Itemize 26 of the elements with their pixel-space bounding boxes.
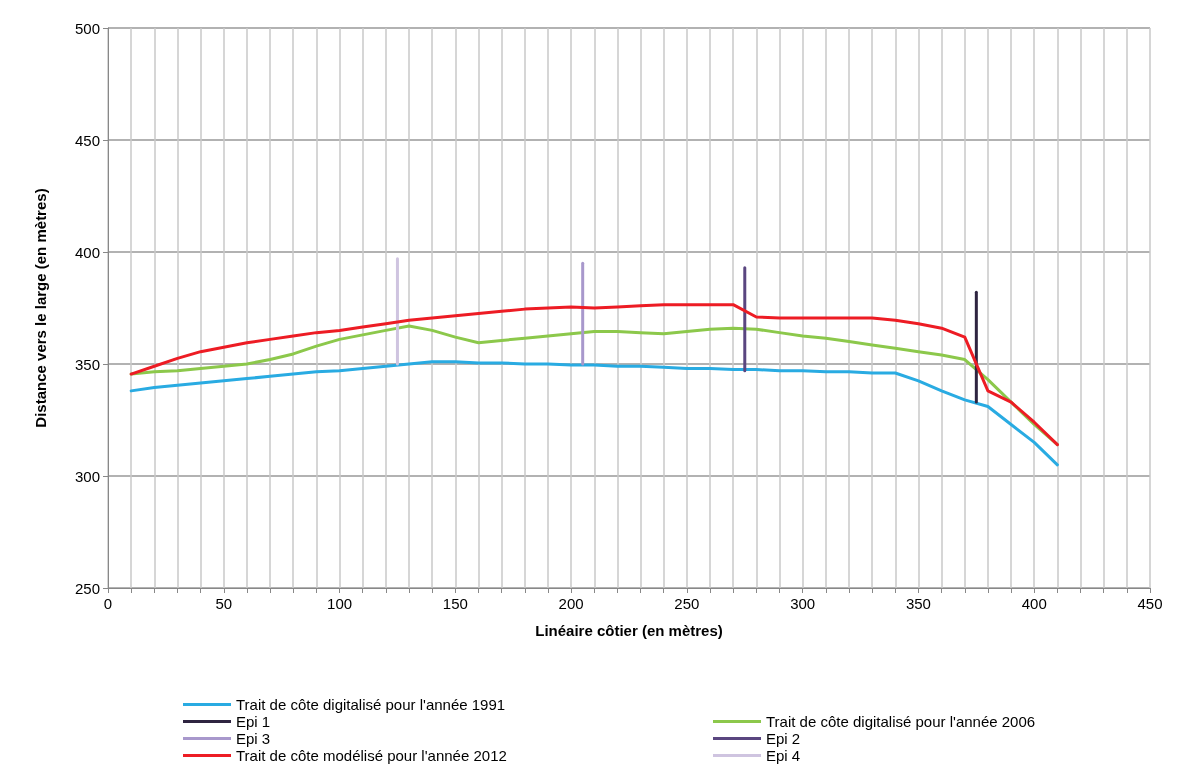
x-tick-label: 200	[558, 595, 584, 612]
y-axis-title: Distance vers le large (en mètres)	[32, 188, 49, 428]
line-series	[129, 360, 1059, 467]
x-tick-label: 50	[215, 595, 233, 612]
y-tick-label: 400	[74, 243, 100, 261]
x-tick-label: 350	[905, 595, 931, 612]
y-tick-label: 250	[74, 579, 100, 597]
y-tick-label: 350	[74, 355, 100, 373]
x-tick-label: 150	[442, 595, 468, 612]
x-tick-label: 250	[674, 595, 700, 612]
y-tick-label: 300	[74, 467, 100, 485]
x-tick-label: 300	[790, 595, 816, 612]
legend-label: Trait de côte digitalisé pour l'année 1991	[236, 696, 506, 713]
legend-label: Epi 3	[236, 730, 271, 747]
x-tick-label: 100	[327, 595, 353, 612]
x-axis-title: Linéaire côtier (en mètres)	[535, 622, 723, 639]
legend-label: Trait de côte modélisé pour l'année 2012	[236, 747, 507, 764]
y-tick-label: 500	[74, 19, 100, 37]
y-tick-label: 450	[74, 131, 100, 149]
legend-label: Trait de côte digitalisé pour l'année 2006	[766, 713, 1036, 730]
x-tick-label: 450	[1137, 595, 1163, 612]
x-tick-label: 400	[1021, 595, 1047, 612]
x-tick-label: 0	[103, 595, 113, 612]
legend-label: Epi 1	[236, 713, 271, 730]
legend-label: Epi 4	[766, 747, 801, 764]
legend-label: Epi 2	[766, 730, 801, 747]
